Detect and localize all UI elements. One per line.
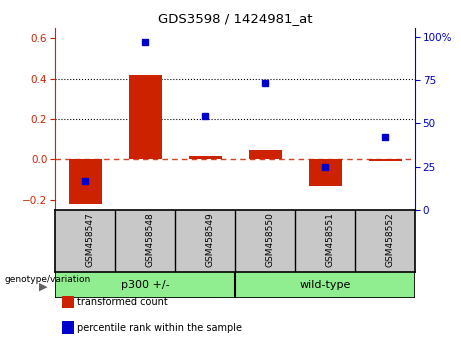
Title: GDS3598 / 1424981_at: GDS3598 / 1424981_at — [158, 12, 312, 25]
Text: p300 +/-: p300 +/- — [121, 280, 169, 290]
Bar — [308, 159, 342, 186]
Bar — [248, 150, 282, 159]
Bar — [235, 272, 415, 298]
Text: percentile rank within the sample: percentile rank within the sample — [77, 323, 242, 333]
Bar — [55, 272, 235, 298]
Text: GSM458551: GSM458551 — [325, 212, 334, 267]
Text: GSM458547: GSM458547 — [85, 212, 94, 267]
Text: GSM458552: GSM458552 — [385, 212, 394, 267]
Bar — [129, 74, 161, 159]
Bar — [189, 156, 221, 159]
Bar — [368, 159, 402, 161]
Text: GSM458548: GSM458548 — [145, 212, 154, 267]
Bar — [69, 159, 101, 204]
Text: GSM458550: GSM458550 — [265, 212, 274, 267]
Text: wild-type: wild-type — [299, 280, 351, 290]
Text: genotype/variation: genotype/variation — [5, 275, 91, 284]
Text: ▶: ▶ — [39, 282, 47, 292]
Text: transformed count: transformed count — [77, 297, 168, 307]
Text: GSM458549: GSM458549 — [205, 212, 214, 267]
